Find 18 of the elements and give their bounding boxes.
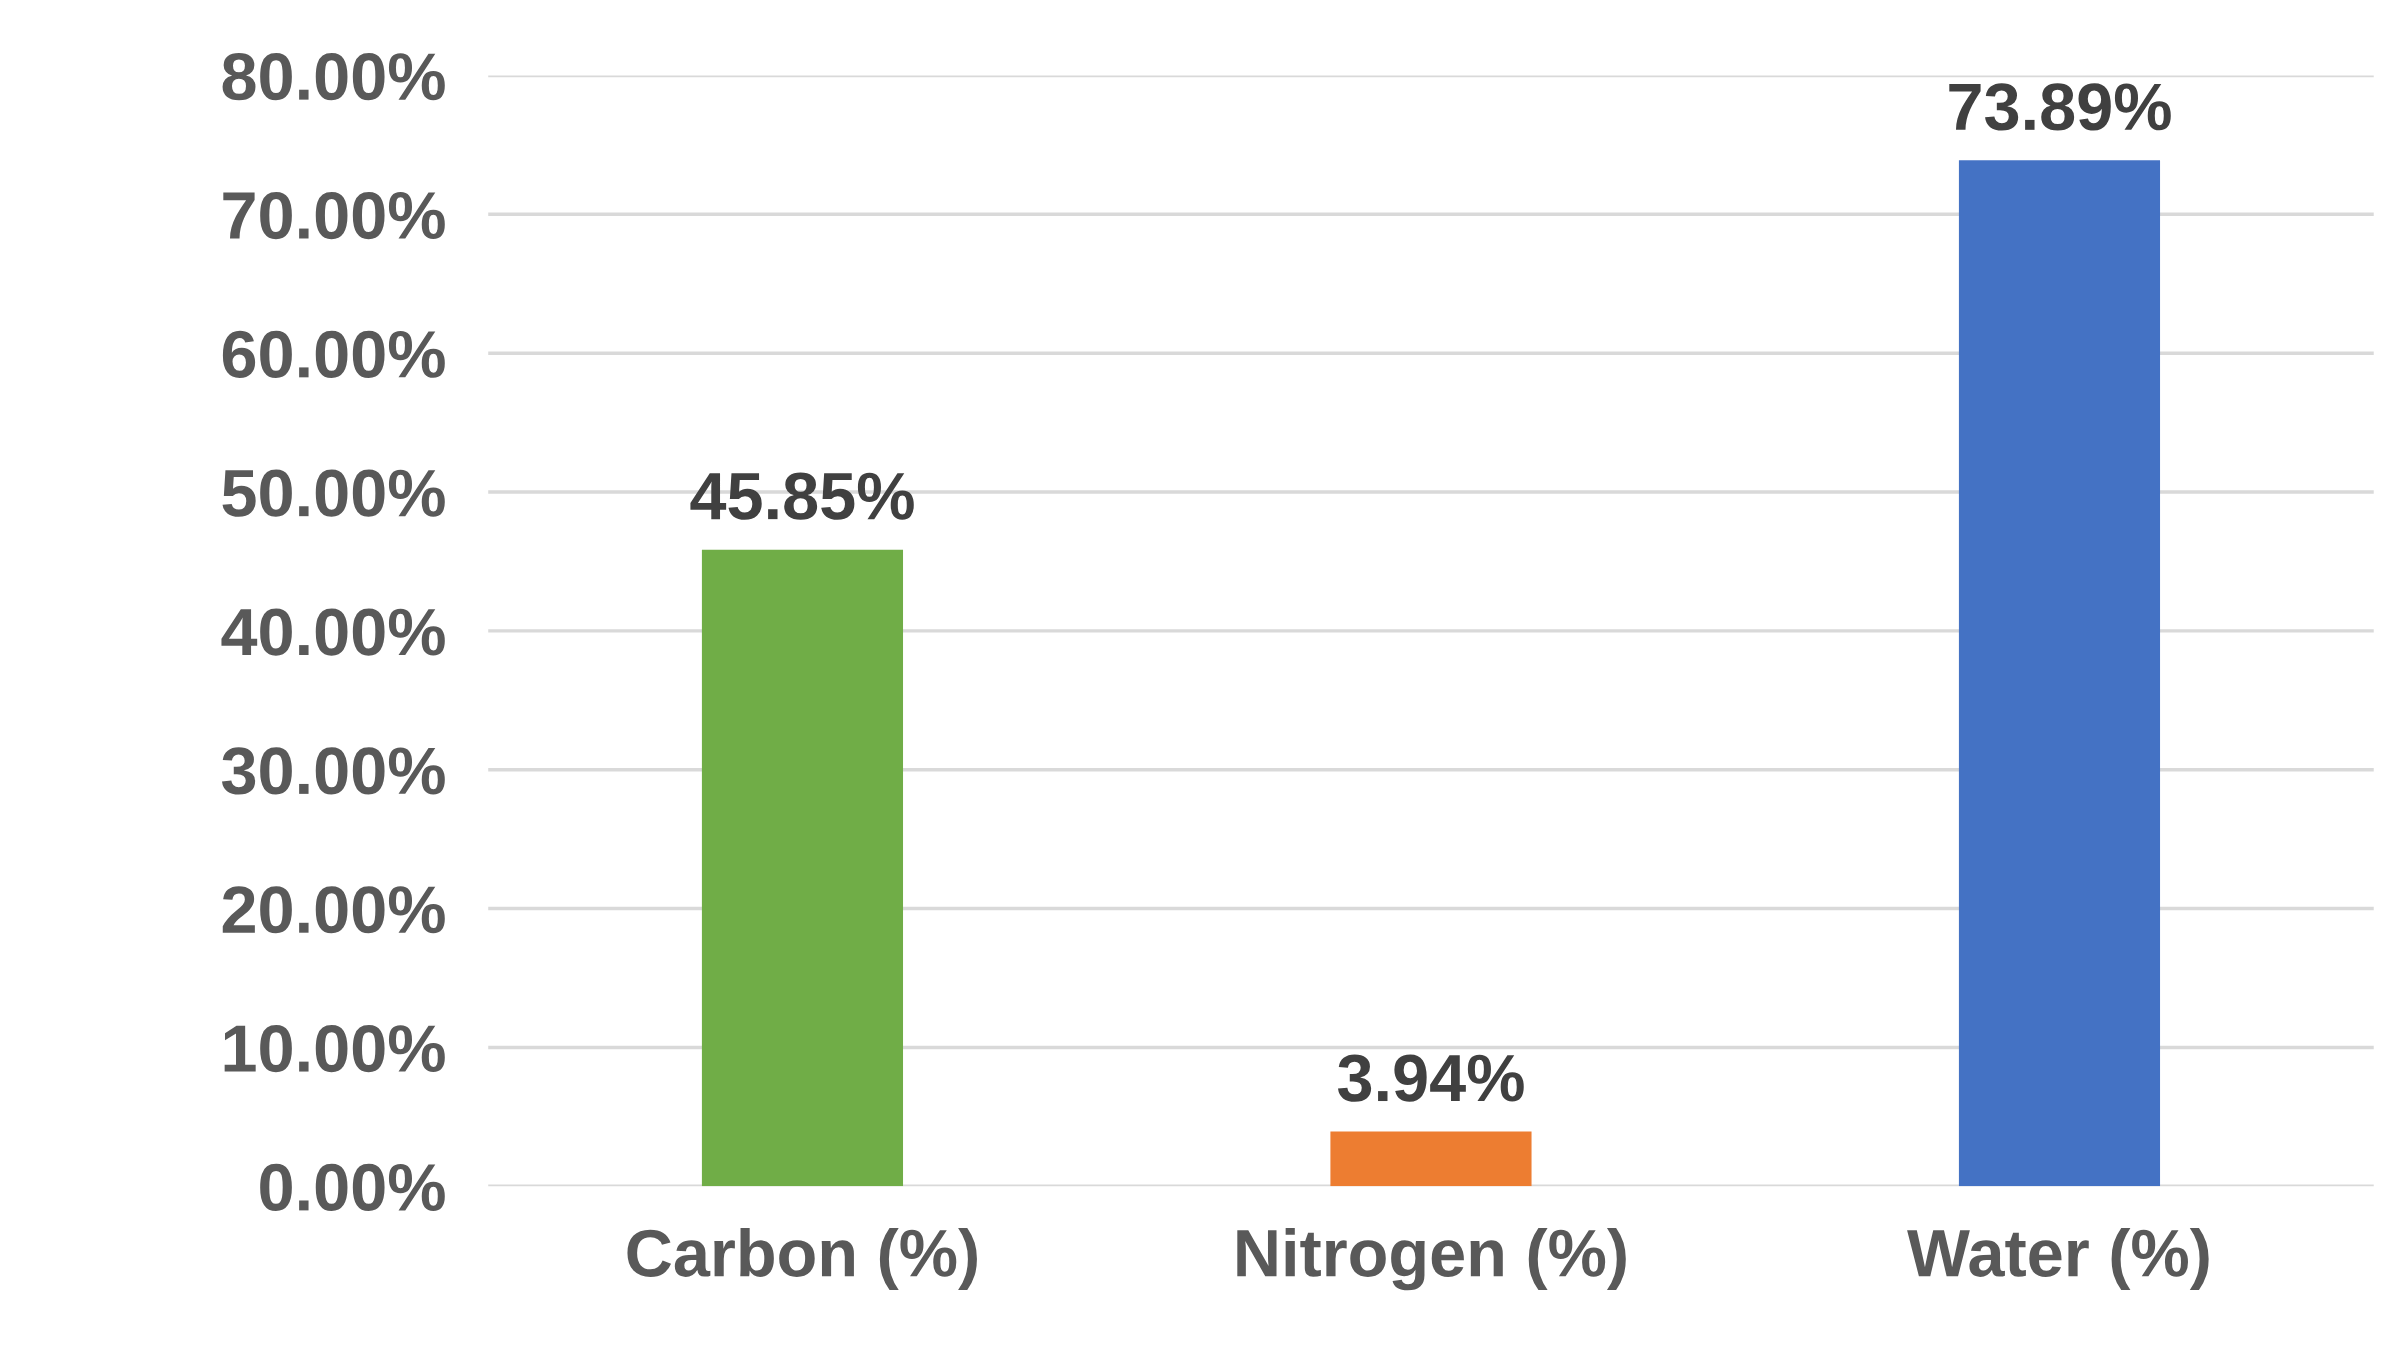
bar xyxy=(701,549,904,1187)
data-label: 45.85% xyxy=(690,472,914,520)
data-label: 3.94% xyxy=(1338,1054,1524,1102)
bar xyxy=(1958,160,2161,1187)
data-label: 73.89% xyxy=(1949,83,2171,131)
y-tick-label: 10.00% xyxy=(224,1025,445,1073)
y-tick-label: 40.00% xyxy=(221,608,445,656)
y-tick-label: 60.00% xyxy=(222,330,445,378)
y-tick-label: 50.00% xyxy=(222,469,445,517)
x-tick-label: Water (%) xyxy=(1907,1227,2209,1291)
y-tick-label: 20.00% xyxy=(222,886,445,934)
y-tick-label: 0.00% xyxy=(260,1163,445,1212)
x-tick-label: Nitrogen (%) xyxy=(1237,1227,1626,1291)
y-tick-label: 30.00% xyxy=(221,747,445,795)
y-tick-label: 80.00% xyxy=(222,53,445,101)
bar xyxy=(1330,1131,1532,1187)
x-tick-label: Carbon (%) xyxy=(627,1227,977,1291)
y-tick-label: 70.00% xyxy=(223,191,445,240)
